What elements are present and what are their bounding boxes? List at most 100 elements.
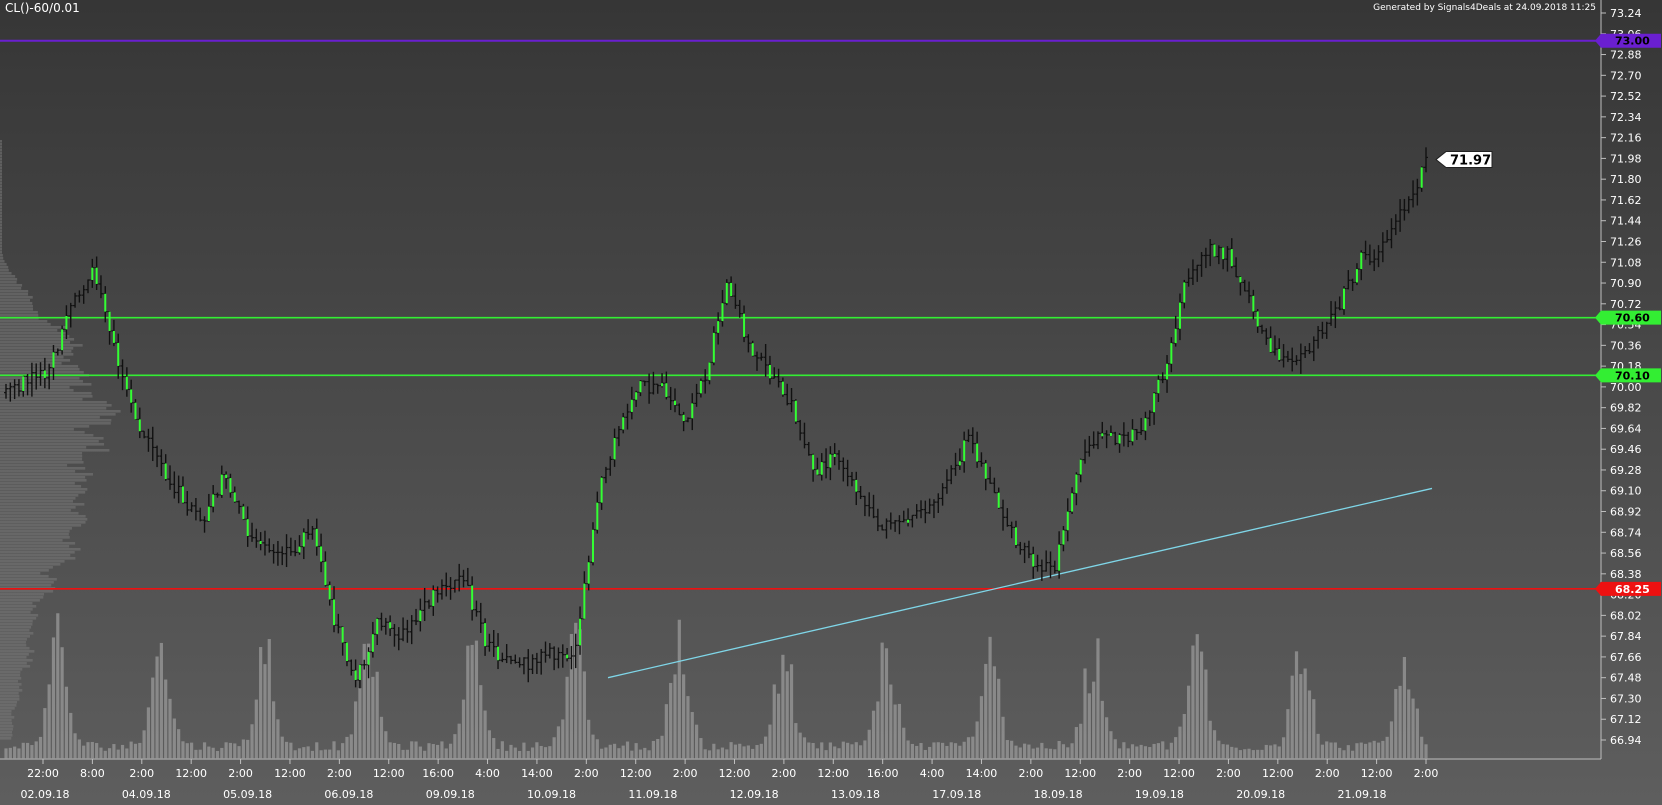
volume-bar <box>906 740 910 759</box>
candle <box>1316 325 1321 349</box>
candle <box>185 491 190 516</box>
candle <box>1139 417 1144 435</box>
profile-bar <box>0 455 83 458</box>
volume-bar <box>1264 744 1268 759</box>
candle <box>1341 286 1346 315</box>
volume-bar <box>172 718 176 759</box>
profile-bar <box>0 380 83 383</box>
x-time-label: 12:00 <box>817 767 849 780</box>
candle <box>1354 263 1359 286</box>
profile-bar <box>0 518 88 521</box>
candle <box>992 477 997 494</box>
candle-highlight <box>583 583 586 619</box>
volume-bar <box>1299 674 1303 759</box>
profile-bar <box>0 314 39 317</box>
profile-bar <box>0 170 2 173</box>
profile-bar <box>0 308 34 311</box>
candle <box>1329 301 1334 326</box>
candle-highlight <box>622 417 625 430</box>
candle <box>64 305 69 340</box>
volume-bar <box>1182 714 1186 759</box>
candle-highlight <box>432 590 435 607</box>
y-tick-label: 67.48 <box>1610 672 1642 685</box>
candle <box>595 491 600 534</box>
candle <box>923 500 928 524</box>
profile-bar <box>0 140 2 143</box>
volume-bar <box>1079 723 1083 759</box>
profile-bar <box>0 452 83 455</box>
candle <box>1251 289 1256 320</box>
volume-bar <box>755 745 759 759</box>
candle <box>1290 347 1295 372</box>
candle <box>1259 324 1264 334</box>
candle <box>1221 246 1226 270</box>
candle <box>1013 520 1018 549</box>
volume-bar <box>828 742 832 759</box>
volume-bar <box>630 750 634 759</box>
volume-bar <box>120 744 125 759</box>
volume-bar <box>1092 681 1096 759</box>
candle <box>163 454 168 481</box>
candle <box>1169 337 1174 373</box>
volume-bar <box>617 748 621 759</box>
candle <box>1001 499 1006 531</box>
candle <box>962 431 967 473</box>
profile-bar <box>0 176 2 179</box>
volume-bar <box>794 723 798 759</box>
profile-bar <box>0 152 2 155</box>
candle <box>198 507 203 522</box>
candle <box>832 443 837 466</box>
candle <box>914 504 919 519</box>
volume-bar <box>988 636 992 759</box>
volume-bar <box>1342 750 1346 759</box>
candle-highlight <box>963 440 966 462</box>
candle-highlight <box>794 400 797 422</box>
y-tick-label: 70.00 <box>1610 381 1642 394</box>
volume-bar <box>833 746 837 759</box>
candle-highlight <box>1075 474 1078 494</box>
candle <box>742 305 747 343</box>
candle-highlight <box>1071 493 1074 512</box>
candle <box>245 506 250 547</box>
profile-bar <box>0 329 58 332</box>
x-axis-ticks: 22:00 8:00 2:00 12:00 2:00 12:00 2:00 12:00 16:0… <box>21 759 1438 801</box>
candle <box>1424 147 1428 173</box>
candle <box>1100 421 1105 439</box>
candle <box>98 275 103 299</box>
candle-highlight <box>345 642 348 662</box>
profile-bar <box>0 569 49 572</box>
candle <box>271 544 276 564</box>
candle <box>1005 508 1010 527</box>
profile-bar <box>0 560 65 563</box>
volume-bar <box>535 742 539 759</box>
volume-bar <box>880 642 884 759</box>
candle <box>1238 276 1243 296</box>
candle-highlight <box>1014 527 1017 546</box>
x-time-label: 14:00 <box>521 767 553 780</box>
volume-bar <box>8 747 12 759</box>
x-date-label: 21.09.18 <box>1338 788 1387 801</box>
candle <box>435 586 440 603</box>
profile-bar <box>0 680 19 683</box>
candle <box>543 641 548 663</box>
volume-bar <box>1368 742 1372 759</box>
candle <box>975 431 980 468</box>
profile-bar <box>0 194 2 197</box>
volume-bar <box>764 736 768 759</box>
profile-bar <box>0 596 44 599</box>
x-date-label: 20.09.18 <box>1236 788 1285 801</box>
profile-bar <box>0 488 88 491</box>
candle-highlight <box>665 383 668 397</box>
candle <box>547 643 552 659</box>
candle <box>888 512 893 530</box>
candle <box>927 498 932 514</box>
profile-bar <box>0 188 2 191</box>
profile-bar <box>0 437 104 440</box>
candle-highlight <box>207 506 210 521</box>
profile-bar <box>0 200 2 203</box>
volume-bar <box>306 746 310 759</box>
candle-highlight <box>1032 554 1035 567</box>
volume-bar <box>1230 746 1234 759</box>
profile-bar <box>0 542 76 545</box>
